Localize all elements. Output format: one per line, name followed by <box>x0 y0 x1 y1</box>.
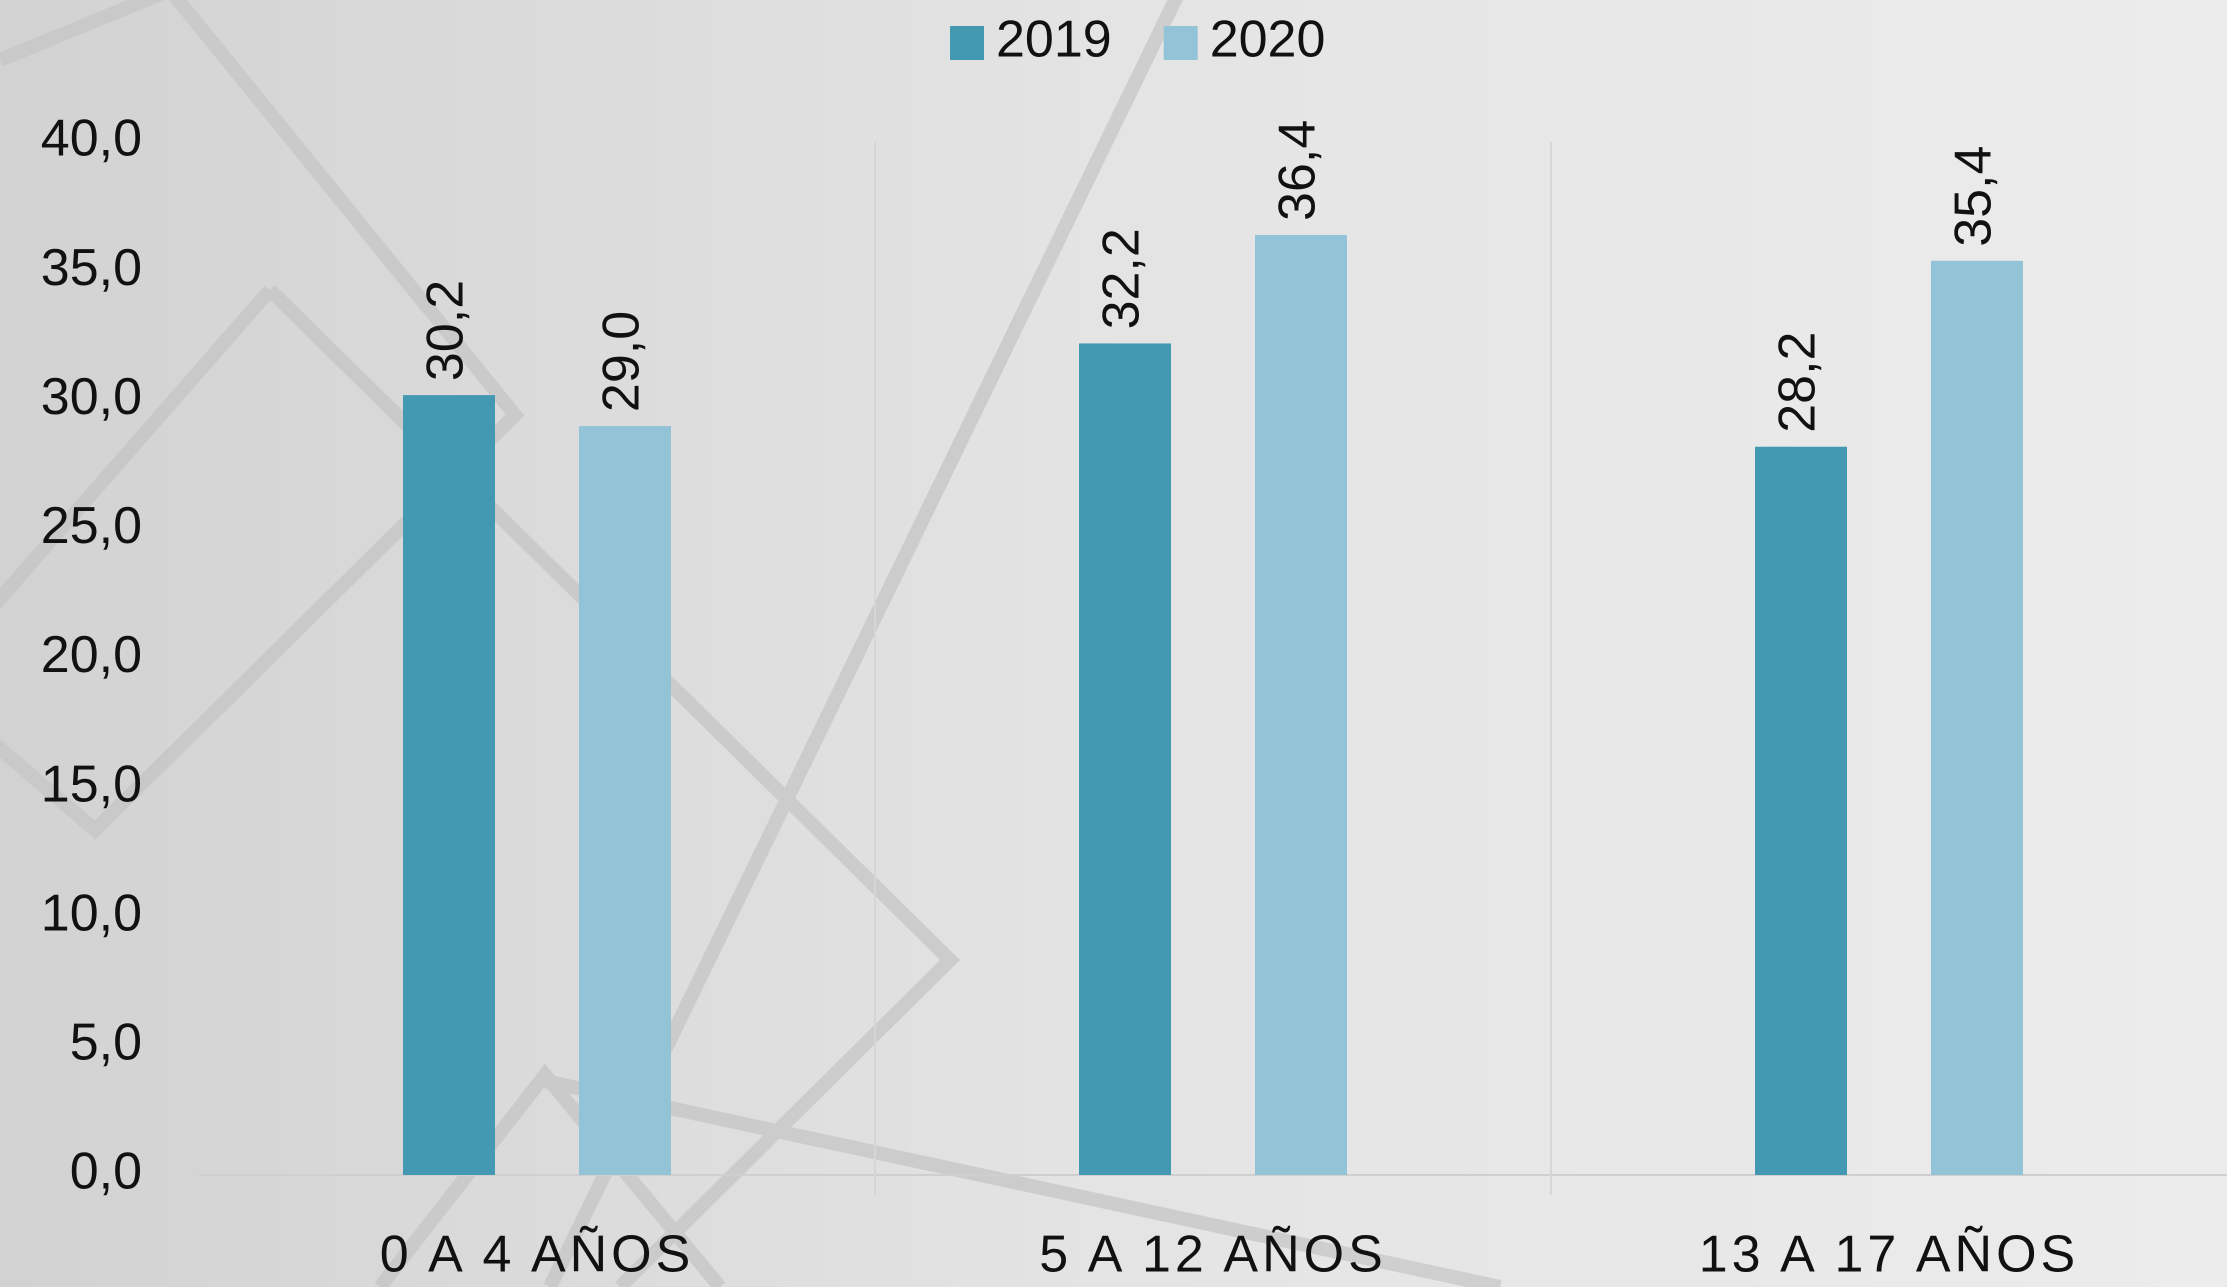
x-tick-label: 0 A 4 AÑOS <box>380 1226 695 1284</box>
legend-label: 2020 <box>1210 11 1326 69</box>
y-tick-label: 5,0 <box>70 1014 142 1072</box>
y-tick-label: 40,0 <box>41 110 142 168</box>
y-tick-label: 20,0 <box>41 626 142 684</box>
bar <box>579 426 671 1175</box>
y-tick-label: 15,0 <box>41 755 142 813</box>
bar <box>1255 234 1347 1176</box>
x-tick-label: 13 A 17 AÑOS <box>1699 1226 2079 1284</box>
bar <box>403 395 495 1176</box>
data-label: 29,0 <box>593 311 651 412</box>
data-label: 32,2 <box>1093 228 1151 329</box>
data-label: 36,4 <box>1269 120 1327 221</box>
legend-swatch <box>1163 26 1198 60</box>
y-tick-label: 30,0 <box>41 368 142 426</box>
data-label: 35,4 <box>1945 146 2003 247</box>
bar <box>1755 446 1847 1175</box>
bar <box>1931 260 2023 1175</box>
y-tick-label: 35,0 <box>41 239 142 297</box>
data-label: 30,2 <box>417 280 475 381</box>
bar <box>1079 343 1171 1175</box>
legend-swatch <box>950 26 984 60</box>
data-label: 28,2 <box>1769 332 1827 433</box>
x-tick-label: 5 A 12 AÑOS <box>1039 1226 1387 1284</box>
y-tick-label: 10,0 <box>41 884 142 942</box>
y-tick-label: 25,0 <box>41 497 142 555</box>
legend-label: 2019 <box>996 11 1112 69</box>
y-tick-label: 0,0 <box>70 1143 142 1201</box>
